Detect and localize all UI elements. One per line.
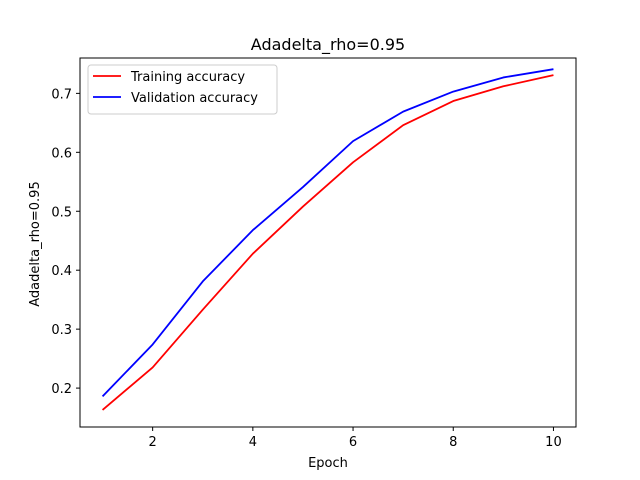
x-tick-label: 10 — [545, 435, 562, 450]
legend: Training accuracy Validation accuracy — [87, 64, 278, 115]
legend-box — [87, 64, 278, 115]
plot-area — [79, 57, 577, 428]
chart-title: Adadelta_rho=0.95 — [251, 35, 405, 55]
y-tick-label: 0.4 — [51, 264, 72, 279]
y-tick-label: 0.5 — [51, 205, 72, 220]
y-tick-label: 0.7 — [51, 87, 72, 102]
x-tick-label: 4 — [249, 435, 257, 450]
y-axis-title: Adadelta_rho=0.95 — [28, 181, 43, 306]
x-axis-title: Epoch — [308, 456, 348, 471]
y-tick-label: 0.3 — [51, 323, 72, 338]
y-tick-label: 0.2 — [51, 382, 72, 397]
plot-frame — [79, 57, 577, 428]
y-tick-label: 0.6 — [51, 146, 72, 161]
y-axis: 0.2 0.3 0.4 0.5 0.6 0.7 — [51, 87, 80, 397]
series-line-validation-accuracy — [101, 68, 554, 397]
legend-label-training: Training accuracy — [130, 70, 245, 85]
x-tick-label: 6 — [349, 435, 357, 450]
legend-label-validation: Validation accuracy — [131, 91, 258, 106]
x-tick-label: 8 — [449, 435, 457, 450]
series-line-training-accuracy — [101, 74, 554, 411]
x-tick-label: 2 — [149, 435, 157, 450]
x-axis: 2 4 6 8 10 — [149, 427, 562, 450]
series-layer — [101, 68, 554, 411]
